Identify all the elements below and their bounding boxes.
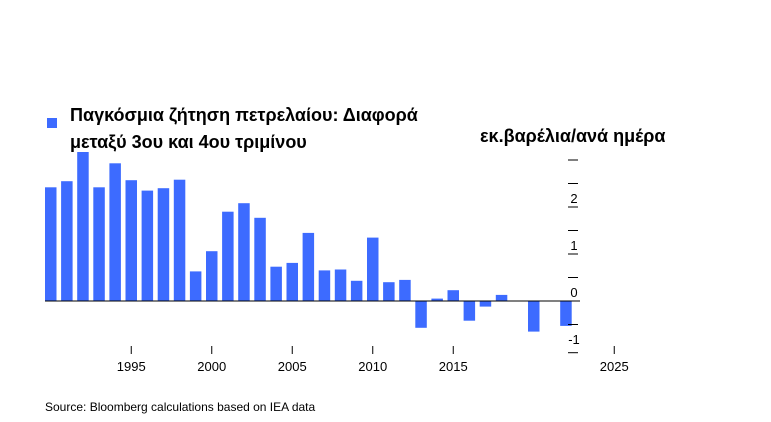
bar-2014 — [431, 298, 443, 301]
bar-2008 — [334, 269, 347, 301]
bar-1993 — [93, 187, 105, 301]
bar-1996 — [141, 190, 154, 301]
x-tick-label: 2005 — [278, 359, 307, 374]
y-tick-label: -1 — [568, 332, 580, 347]
bar-1992 — [77, 152, 89, 301]
bars-layer — [45, 152, 572, 332]
labels-layer: -1 0 1 2 1995 2000 2005 2010 2015 2025 Παγκόσμια ζ… — [47, 105, 665, 374]
bar-2016 — [463, 301, 476, 321]
bar-2000 — [206, 251, 218, 301]
bar-1999 — [189, 271, 202, 301]
bar-2018 — [495, 294, 508, 301]
bar-2012 — [399, 279, 411, 301]
bar-2022 — [560, 301, 572, 326]
bar-2005 — [286, 262, 298, 301]
bar-1995 — [125, 180, 137, 301]
x-tick-label: 1995 — [117, 359, 146, 374]
bar-2015 — [447, 290, 459, 301]
bar-1990 — [45, 187, 57, 301]
bar-2003 — [254, 217, 266, 301]
x-tick-label: 2010 — [358, 359, 387, 374]
bar-2013 — [415, 301, 427, 328]
y-tick-label: 2 — [570, 191, 577, 206]
bar-2010 — [367, 237, 379, 301]
legend-label: μεταξύ 3ου και 4ου τριμίνου — [70, 132, 307, 153]
x-tick-label: 2025 — [600, 359, 629, 374]
bar-1994 — [109, 163, 121, 301]
legend-swatch — [47, 118, 57, 128]
y-tick-label: 0 — [570, 285, 577, 300]
bar-2011 — [383, 282, 395, 301]
bar-2017 — [479, 301, 492, 307]
bar-1997 — [157, 188, 170, 301]
bar-2006 — [302, 232, 315, 301]
bar-1998 — [173, 179, 186, 301]
bar-2001 — [222, 211, 234, 301]
source-note: Source: Bloomberg calculations based on … — [45, 400, 316, 414]
bar-2009 — [350, 280, 363, 301]
y-tick-label: 1 — [570, 238, 577, 253]
x-tick-label: 2015 — [439, 359, 468, 374]
axes-layer — [45, 159, 615, 354]
y-axis-unit-label: εκ.βαρέλια/ανά ημέρα — [480, 126, 665, 146]
bar-1991 — [61, 181, 73, 301]
bar-2007 — [318, 270, 331, 301]
legend-label: Παγκόσμια ζήτηση πετρελαίου: Διαφορά — [70, 105, 418, 126]
bar-2004 — [270, 266, 282, 301]
bar-2020 — [528, 301, 540, 332]
bar-2002 — [238, 203, 250, 301]
x-tick-label: 2000 — [197, 359, 226, 374]
